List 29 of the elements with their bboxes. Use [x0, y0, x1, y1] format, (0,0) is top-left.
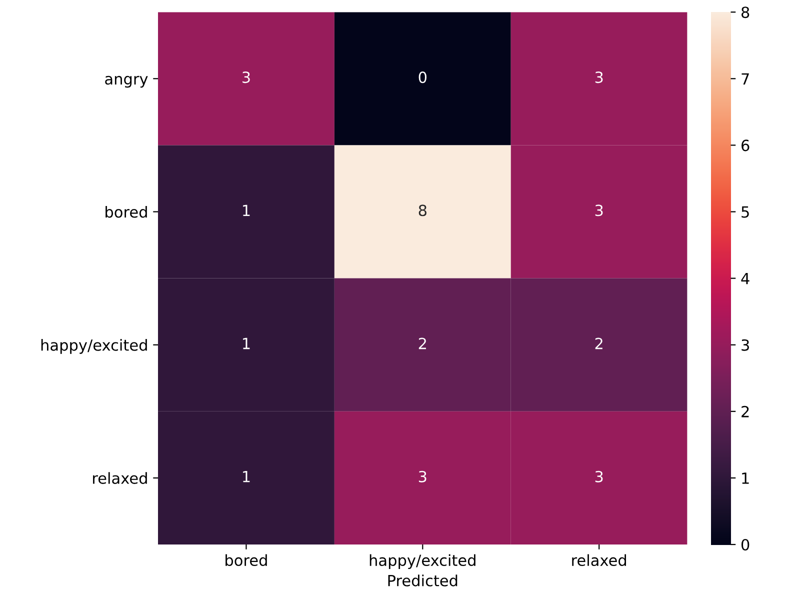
x-axis-title: Predicted [388, 574, 458, 586]
y-tick-label: relaxed [93, 472, 147, 484]
x-tick-label: relaxed [572, 554, 626, 566]
y-tick-label: angry [105, 76, 148, 88]
data-label: 3 [595, 470, 603, 482]
color-bar-label: 6 [742, 140, 750, 152]
color-bar-label: 0 [741, 538, 750, 551]
x-tick-label: bored [226, 554, 267, 566]
color-bar-label: 8 [742, 6, 750, 18]
color-bar-label: 2 [742, 406, 749, 418]
data-label: 3 [418, 470, 426, 482]
data-label: 1 [243, 338, 250, 350]
data-label: 1 [243, 471, 250, 482]
data-label: 3 [595, 72, 603, 84]
color-bar-label: 1 [742, 472, 749, 484]
data-label: 1 [243, 204, 250, 216]
x-tick-label: happy/excited [370, 554, 476, 570]
data-label: 8 [418, 204, 426, 216]
data-label: 3 [595, 204, 603, 216]
data-label: 2 [595, 338, 602, 350]
data-label: 3 [242, 72, 250, 84]
data-label: 0 [418, 72, 426, 84]
color-bar-label: 5 [742, 206, 749, 218]
y-tick-label: bored [106, 206, 147, 218]
color-bar-label: 3 [742, 339, 749, 351]
color-bar-label: 4 [741, 272, 750, 284]
y-tick-label: happy/excited [41, 339, 147, 354]
data-label: 2 [418, 338, 426, 350]
color-bar-label: 7 [742, 73, 749, 84]
